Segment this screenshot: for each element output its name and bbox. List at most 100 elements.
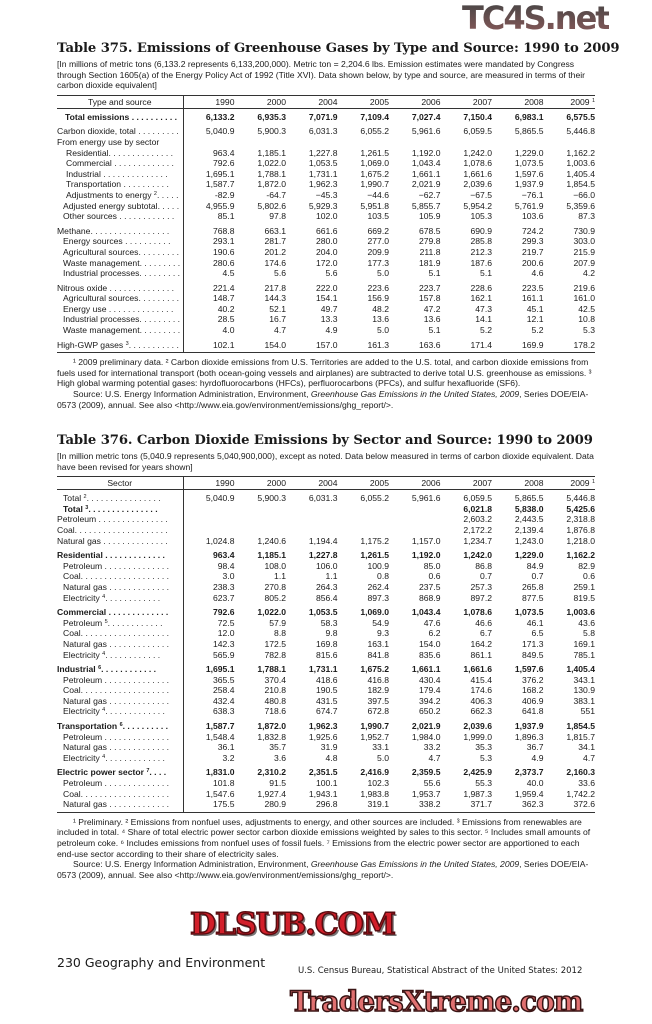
row-label: Electricity 4. . . . . . . . . . . . . (57, 752, 184, 764)
cell-value: 108.0 (264, 560, 286, 571)
row-label-wrap: High-GWP gases 3. . . . . . . . . . . (57, 340, 179, 350)
cell-value: 4.9 (325, 325, 338, 336)
cell-value: 1,227.8 (308, 550, 338, 561)
cell-value: 264.3 (315, 581, 338, 592)
cell-value: 280.6 (212, 257, 235, 268)
table-row: Petroleum . . . . . . . . . . . . . . 101… (57, 778, 595, 789)
cell-value: 285.8 (470, 236, 492, 247)
row-label: Commercial . . . . . . . . . . . . . (57, 603, 184, 618)
cell-value: 6.5 (531, 628, 544, 639)
cell-value: 296.8 (286, 799, 338, 813)
cell-value: 1,788.1 (257, 664, 286, 675)
cell-value: 174.6 (264, 257, 286, 268)
cell-value: 1,597.6 (514, 664, 544, 675)
cell-value: -82.9 (214, 189, 235, 200)
cell-value: 5.1 (428, 325, 441, 336)
row-label-wrap: Natural gas . . . . . . . . . . . . . . (57, 536, 168, 546)
watermark-logo: DLSUB.COM (189, 906, 396, 943)
row-label-wrap: Natural gas . . . . . . . . . . . . . (57, 742, 169, 752)
cell-value: 303.0 (573, 236, 595, 247)
cell-value: 7,071.9 (308, 111, 338, 122)
cell-value (338, 137, 390, 148)
table-row: Residential. . . . . . . . . . . . . . 96… (57, 147, 595, 159)
cell-value: 157.8 (418, 293, 441, 304)
cell-value: 4.7 (583, 752, 595, 763)
cell-value: 4,955.9 (205, 200, 235, 211)
cell-value: 383.1 (573, 695, 595, 706)
row-label-text: From energy use by sector (57, 136, 160, 147)
cell-value: 1,185.1 (257, 147, 286, 158)
row-label-text: Agricultural sources. . . . . . . . . (63, 246, 180, 257)
cell-value: 2,416.9 (360, 767, 389, 778)
cell-value: 1,078.6 (463, 607, 492, 618)
cell-value: 0.6 (428, 571, 441, 582)
cell-value: 1,927.4 (257, 788, 286, 799)
cell-value: −76.1 (521, 189, 544, 200)
cell-value: 200.6 (521, 257, 544, 268)
row-label-wrap: Industrial processes. . . . . . . . . (57, 314, 180, 324)
row-label-wrap: Commercial . . . . . . . . . . . . . (57, 158, 174, 168)
row-label-wrap: Transportation 6. . . . . . . . . . (57, 721, 168, 731)
column-header-year: 2007 (440, 476, 492, 491)
cell-value: 100.9 (367, 560, 389, 571)
cell-value: 219.6 (573, 282, 595, 293)
cell-value: 1,990.7 (360, 179, 389, 190)
year-label: 2006 (421, 478, 441, 489)
cell-value: 362.3 (492, 799, 544, 813)
footnotes: ¹ 2009 preliminary data. ² Carbon dioxid… (57, 357, 597, 410)
column-header-year: 2008 (492, 94, 544, 109)
row-label-wrap: Commercial . . . . . . . . . . . . . (57, 607, 168, 617)
footnote-text: ¹ 2009 preliminary data. ² Carbon dioxid… (57, 357, 592, 389)
row-label: Petroleum . . . . . . . . . . . . . . . (57, 514, 184, 525)
table-row: Natural gas . . . . . . . . . . . . . . 1… (57, 535, 595, 547)
row-label: Carbon dioxide, total . . . . . . . . . (57, 122, 184, 137)
table-row: Coal. . . . . . . . . . . . . . . . . . … (57, 571, 595, 582)
row-label-text: Industrial processes. . . . . . . . . (63, 314, 181, 325)
cell-value: 10.8 (578, 314, 595, 325)
cell-value: 237.5 (418, 581, 441, 592)
table-title: Table 375. Emissions of Greenhouse Gases… (57, 41, 620, 56)
cell-value: 338.2 (389, 799, 441, 813)
cell-value: 2,310.2 (257, 767, 286, 778)
year-label: 1990 (215, 478, 235, 489)
row-label-text: Commercial . . . . . . . . . . . . . (66, 158, 174, 169)
cell-value: 1,548.4 (205, 731, 235, 742)
cell-value: 1,234.7 (463, 535, 492, 546)
cell-value: 130.9 (573, 685, 595, 696)
cell-value: 172.5 (264, 638, 286, 649)
table-row: Total 2. . . . . . . . . . . . . . . . 5,… (57, 489, 595, 504)
row-label-text: Commercial . . . . . . . . . . . . . (57, 607, 169, 618)
cell-value: 431.5 (315, 695, 338, 706)
cell-value: 2,172.2 (463, 524, 492, 535)
cell-value: 1,003.6 (566, 607, 595, 618)
cell-value: 36.7 (526, 742, 544, 753)
cell-value (183, 525, 235, 536)
table-row: Natural gas . . . . . . . . . . . . . 36.… (57, 742, 595, 753)
cell-value: 1,597.6 (514, 168, 544, 179)
table-headnote: [In millions of metric tons (6,133.2 rep… (57, 59, 585, 91)
cell-value: 1,405.4 (566, 664, 595, 675)
cell-value: 5.1 (428, 268, 441, 279)
row-label-text: Natural gas . . . . . . . . . . . . . (63, 742, 170, 753)
row-label-text: Electric power sector (57, 767, 144, 778)
cell-value: 6,031.3 (308, 126, 338, 137)
table-row: Adjustments to energy 2. . . . . -82.9 -64… (57, 189, 595, 201)
cell-value (183, 504, 235, 515)
table-row: Waste management. . . . . . . . . 280.6 17… (57, 257, 595, 269)
row-label: Agricultural sources. . . . . . . . . (57, 293, 184, 304)
cell-value: 5.2 (531, 325, 544, 336)
cell-value: 1,695.1 (205, 168, 235, 179)
row-label-wrap: Coal. . . . . . . . . . . . . . . . . . … (57, 628, 169, 638)
cell-value: 169.9 (492, 335, 544, 354)
header-row: Type and source 1990 2000 2004 2005 2006 2007 2… (57, 94, 595, 109)
year-label: 2009 (570, 96, 590, 107)
row-label-wrap: Energy sources . . . . . . . . . . (57, 236, 170, 246)
row-label-text: Waste management. . . . . . . . . (63, 325, 181, 336)
cell-value: 785.1 (573, 649, 595, 660)
cell-value: 1,937.9 (514, 179, 544, 190)
cell-value: 102.1 (183, 335, 235, 354)
footnote-marker: 3 (125, 340, 129, 347)
cell-value (338, 504, 390, 515)
row-label-text: Adjusted energy subtotal. . . . . (63, 200, 180, 211)
cell-value: 4.5 (222, 268, 235, 279)
